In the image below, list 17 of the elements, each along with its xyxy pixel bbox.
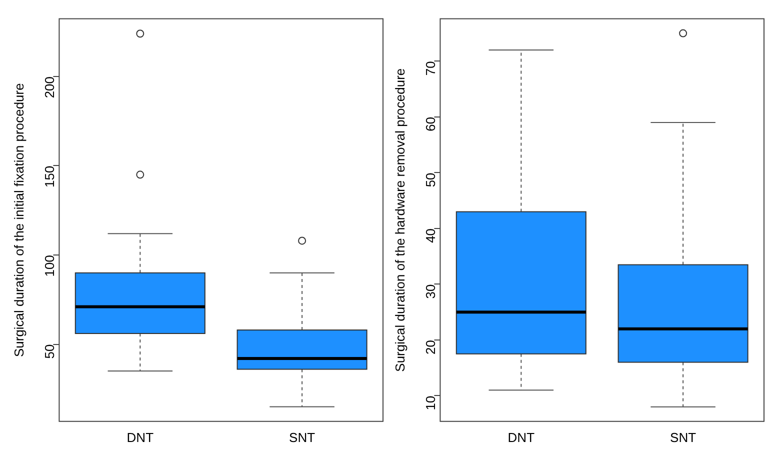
x-tick-label: SNT [289,430,316,445]
y-tick-label: 100 [42,255,57,277]
y-tick-label: 50 [422,172,438,188]
y-tick-label: 50 [42,344,57,359]
y-tick-label: 20 [422,340,438,354]
x-tick-label: SNT [670,430,696,445]
y-tick-label: 10 [422,396,438,410]
y-tick-label: 70 [422,61,438,76]
y-tick-label: 30 [422,284,438,299]
y-axis-title: Surgical duration of the initial fixation procedure [11,83,26,358]
y-axis-title: Surgical duration of the hardware removal procedure [392,68,408,372]
y-tick-label: 200 [42,76,57,98]
x-tick-label: DNT [508,430,535,445]
x-tick-label: DNT [126,430,154,445]
y-tick-label: 150 [42,166,57,188]
y-tick-label: 60 [422,116,438,132]
y-tick-label: 40 [422,228,438,243]
